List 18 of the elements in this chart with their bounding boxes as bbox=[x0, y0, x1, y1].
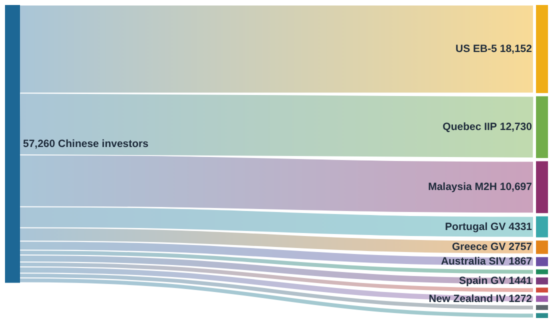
data-label: 1441 bbox=[508, 274, 532, 287]
data-label: 12,730 bbox=[500, 121, 532, 134]
data-label: 1867 bbox=[508, 256, 532, 268]
category-label: Australia SIV bbox=[440, 256, 506, 268]
category-label: Spain GV bbox=[459, 274, 506, 287]
data-label: 1272 bbox=[508, 292, 532, 305]
category-label: US EB-5 bbox=[456, 43, 498, 56]
category-label: Malaysia M2H bbox=[428, 181, 497, 194]
category-label: Portugal GV bbox=[445, 220, 506, 233]
data-label: 2757 bbox=[508, 241, 532, 254]
category-label: Quebec IIP bbox=[442, 121, 497, 134]
category-label: Greece GV bbox=[452, 241, 506, 254]
category-label: Chinese investors bbox=[58, 138, 149, 150]
category-label: New Zealand IV bbox=[428, 292, 506, 305]
data-label: 57,260 bbox=[23, 138, 56, 150]
data-label: 18,152 bbox=[500, 43, 532, 56]
data-label: 10,697 bbox=[500, 181, 532, 194]
data-label: 4331 bbox=[508, 220, 532, 233]
